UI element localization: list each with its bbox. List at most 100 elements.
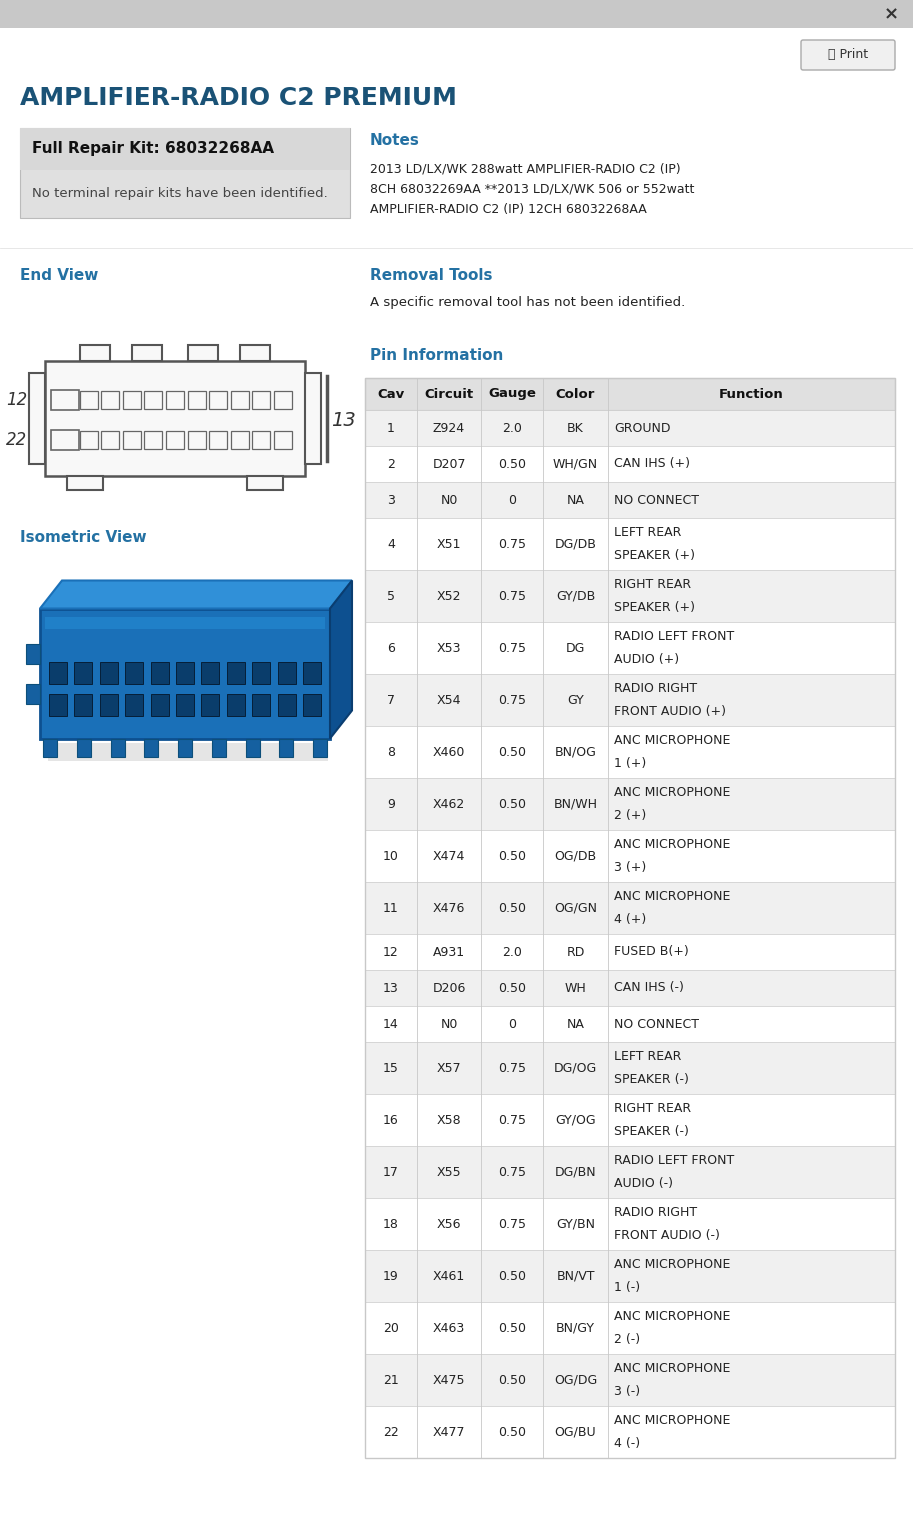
- Text: End View: End View: [20, 268, 99, 283]
- Text: A931: A931: [433, 945, 465, 959]
- Text: 0.50: 0.50: [498, 1322, 526, 1334]
- Text: LEFT REAR: LEFT REAR: [614, 1049, 681, 1063]
- Bar: [365, 778, 895, 830]
- Text: AMPLIFIER-RADIO C2 PREMIUM: AMPLIFIER-RADIO C2 PREMIUM: [20, 86, 456, 110]
- Bar: [20, 129, 350, 218]
- Bar: [365, 935, 895, 970]
- Text: WH: WH: [564, 982, 586, 994]
- Text: NA: NA: [567, 1017, 584, 1031]
- Bar: [29, 372, 45, 464]
- Text: X460: X460: [433, 746, 466, 758]
- Bar: [166, 391, 184, 409]
- Text: WH/GN: WH/GN: [553, 458, 598, 470]
- Text: SPEAKER (+): SPEAKER (+): [614, 601, 695, 614]
- Text: 1 (+): 1 (+): [614, 757, 646, 771]
- Bar: [144, 391, 163, 409]
- Bar: [45, 616, 325, 628]
- Text: ANC MICROPHONE: ANC MICROPHONE: [614, 1258, 730, 1272]
- Text: LEFT REAR: LEFT REAR: [614, 525, 681, 539]
- Text: GY/DB: GY/DB: [556, 590, 595, 602]
- Text: SPEAKER (-): SPEAKER (-): [614, 1124, 689, 1138]
- Text: DG/DB: DG/DB: [554, 538, 596, 550]
- Text: SPEAKER (+): SPEAKER (+): [614, 548, 695, 562]
- Bar: [187, 430, 205, 449]
- Bar: [365, 622, 895, 674]
- Bar: [80, 345, 110, 360]
- Text: Color: Color: [556, 388, 595, 400]
- Bar: [178, 738, 192, 757]
- Bar: [125, 662, 143, 683]
- Bar: [144, 738, 158, 757]
- Text: X461: X461: [433, 1270, 465, 1282]
- Text: 2.0: 2.0: [502, 421, 522, 435]
- Bar: [274, 430, 292, 449]
- Bar: [365, 1146, 895, 1198]
- Text: 12: 12: [6, 391, 27, 409]
- Bar: [246, 738, 259, 757]
- Bar: [303, 694, 321, 715]
- Text: 15: 15: [383, 1062, 399, 1074]
- Text: 3 (-): 3 (-): [614, 1385, 640, 1397]
- Text: BN/WH: BN/WH: [553, 798, 597, 810]
- Bar: [365, 1042, 895, 1094]
- Bar: [226, 662, 245, 683]
- Text: ANC MICROPHONE: ANC MICROPHONE: [614, 734, 730, 748]
- Bar: [365, 882, 895, 935]
- Bar: [45, 360, 305, 475]
- Text: RADIO LEFT FRONT: RADIO LEFT FRONT: [614, 1154, 734, 1167]
- Bar: [365, 674, 895, 726]
- Text: ANC MICROPHONE: ANC MICROPHONE: [614, 890, 730, 902]
- Bar: [0, 0, 913, 28]
- Bar: [247, 475, 283, 490]
- Text: 3: 3: [387, 493, 395, 507]
- Text: NO CONNECT: NO CONNECT: [614, 1017, 699, 1031]
- Text: 17: 17: [383, 1166, 399, 1178]
- Bar: [77, 738, 90, 757]
- Text: Notes: Notes: [370, 133, 420, 149]
- Text: X463: X463: [433, 1322, 465, 1334]
- Text: RADIO RIGHT: RADIO RIGHT: [614, 1206, 698, 1219]
- Bar: [67, 475, 103, 490]
- Text: Full Repair Kit: 68032268AA: Full Repair Kit: 68032268AA: [32, 141, 274, 156]
- Bar: [74, 694, 92, 715]
- Bar: [365, 1302, 895, 1354]
- Text: D206: D206: [433, 982, 466, 994]
- Text: OG/DG: OG/DG: [554, 1374, 597, 1386]
- Text: Function: Function: [719, 388, 784, 400]
- Text: BN/GY: BN/GY: [556, 1322, 595, 1334]
- Text: 0.50: 0.50: [498, 1270, 526, 1282]
- Text: 0.75: 0.75: [498, 538, 526, 550]
- Text: X56: X56: [436, 1218, 461, 1230]
- Text: AUDIO (-): AUDIO (-): [614, 1177, 673, 1190]
- Text: GROUND: GROUND: [614, 421, 670, 435]
- Text: 0.75: 0.75: [498, 1166, 526, 1178]
- Text: 0.75: 0.75: [498, 590, 526, 602]
- Bar: [365, 1354, 895, 1406]
- Text: 0.50: 0.50: [498, 798, 526, 810]
- Bar: [252, 391, 270, 409]
- Text: 2 (-): 2 (-): [614, 1333, 640, 1347]
- Text: RIGHT REAR: RIGHT REAR: [614, 578, 691, 591]
- Text: X475: X475: [433, 1374, 466, 1386]
- Bar: [202, 694, 219, 715]
- Text: FUSED B(+): FUSED B(+): [614, 945, 688, 959]
- Text: NA: NA: [567, 493, 584, 507]
- Text: Pin Information: Pin Information: [370, 348, 503, 363]
- Bar: [123, 391, 141, 409]
- Bar: [274, 391, 292, 409]
- Text: NO CONNECT: NO CONNECT: [614, 493, 699, 507]
- Text: Isometric View: Isometric View: [20, 530, 147, 545]
- Text: A specific removal tool has not been identified.: A specific removal tool has not been ide…: [370, 296, 686, 309]
- Bar: [209, 430, 227, 449]
- Bar: [365, 378, 895, 411]
- Text: Z924: Z924: [433, 421, 465, 435]
- Bar: [100, 662, 118, 683]
- Bar: [202, 662, 219, 683]
- Bar: [252, 694, 270, 715]
- Bar: [365, 830, 895, 882]
- Text: DG: DG: [566, 642, 585, 654]
- Text: BN/OG: BN/OG: [554, 746, 596, 758]
- Text: 10: 10: [383, 850, 399, 863]
- Text: 0.75: 0.75: [498, 1114, 526, 1126]
- Text: BK: BK: [567, 421, 584, 435]
